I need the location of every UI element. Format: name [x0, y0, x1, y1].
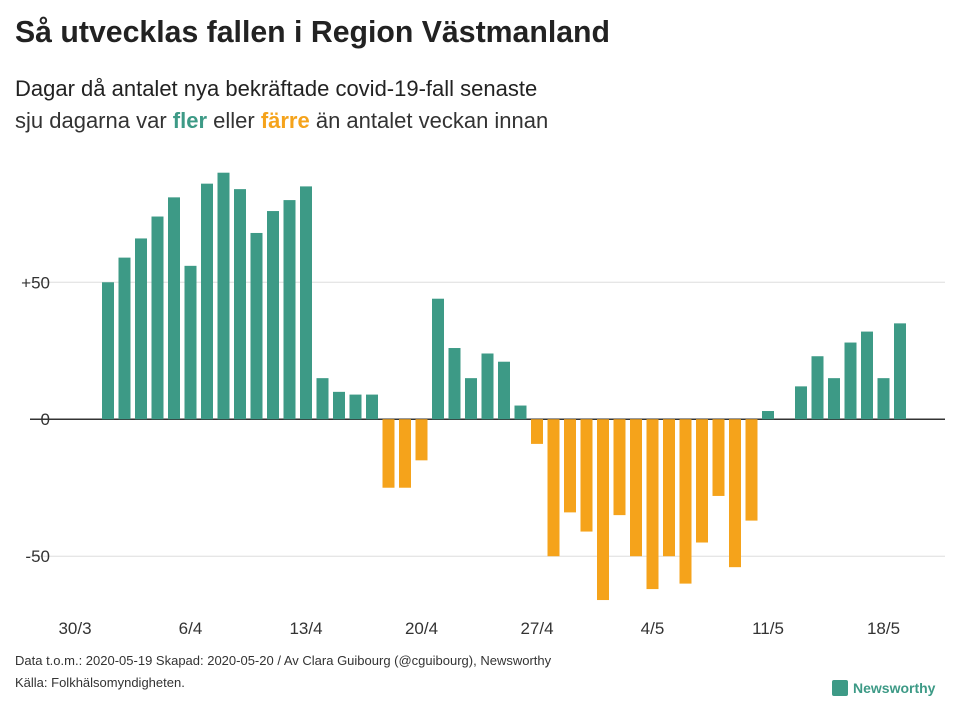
y-tick-label: -50 [25, 547, 50, 566]
chart-title: Så utvecklas fallen i Region Västmanland [15, 14, 610, 49]
x-tick-label: 6/4 [179, 619, 203, 638]
bar [135, 238, 147, 420]
bar [118, 257, 131, 420]
bar [613, 419, 626, 516]
bar [597, 419, 609, 601]
bar [448, 348, 461, 420]
subtitle-part: eller [207, 108, 261, 133]
bar [349, 394, 362, 420]
bar [663, 419, 675, 557]
bar [729, 419, 741, 568]
bar [844, 342, 857, 420]
bar [415, 419, 428, 461]
subtitle-part: än antalet veckan innan [310, 108, 549, 133]
bar [894, 323, 906, 420]
bar [300, 186, 312, 420]
bar [877, 378, 890, 420]
x-tick-label: 13/4 [289, 619, 322, 638]
y-tick-label: 0 [41, 410, 50, 429]
x-tick-label: 11/5 [752, 619, 784, 638]
bar [679, 419, 692, 584]
bar [828, 378, 840, 420]
bar [514, 405, 527, 420]
bar [564, 419, 576, 513]
bar [531, 419, 543, 444]
bar [498, 361, 510, 420]
bar [168, 197, 180, 420]
x-tick-label: 30/3 [58, 619, 91, 638]
bar [267, 211, 279, 420]
bar [102, 282, 114, 420]
bar [795, 386, 807, 420]
bar [399, 419, 411, 488]
bar [316, 378, 329, 420]
footer: Källa: Folkhälsomyndigheten. [15, 675, 185, 690]
bar [234, 189, 246, 420]
logo-icon [832, 680, 848, 696]
bar [811, 356, 824, 420]
bar [283, 200, 296, 420]
y-tick-label: +50 [21, 273, 50, 292]
bar [547, 419, 560, 557]
bar [250, 232, 263, 420]
subtitle-part: sju dagarna var [15, 108, 173, 133]
bar [646, 419, 659, 590]
bar [712, 419, 725, 496]
subtitle: Dagar då antalet nya bekräftade covid-19… [15, 76, 537, 101]
bar [861, 331, 873, 420]
x-tick-label: 18/5 [867, 619, 900, 638]
subtitle: sju dagarna var fler eller färre än anta… [15, 108, 548, 133]
bar [382, 419, 395, 488]
x-tick-label: 27/4 [520, 619, 553, 638]
bar [630, 419, 642, 557]
bar [762, 411, 774, 420]
bar [201, 183, 213, 420]
x-tick-label: 20/4 [405, 619, 438, 638]
bar [217, 172, 230, 420]
x-tick-label: 4/5 [641, 619, 665, 638]
bar [465, 378, 477, 420]
bar [745, 419, 758, 521]
bar [333, 391, 345, 420]
bar [696, 419, 708, 543]
bar [432, 298, 444, 420]
bar [481, 353, 494, 420]
bar [151, 216, 164, 420]
bar [184, 265, 197, 420]
bar [580, 419, 593, 532]
footer: Data t.o.m.: 2020-05-19 Skapad: 2020-05-… [15, 653, 552, 668]
logo: Newsworthy [853, 680, 936, 696]
bar [366, 394, 378, 420]
subtitle-highlight: färre [261, 108, 310, 133]
subtitle-highlight: fler [173, 108, 208, 133]
